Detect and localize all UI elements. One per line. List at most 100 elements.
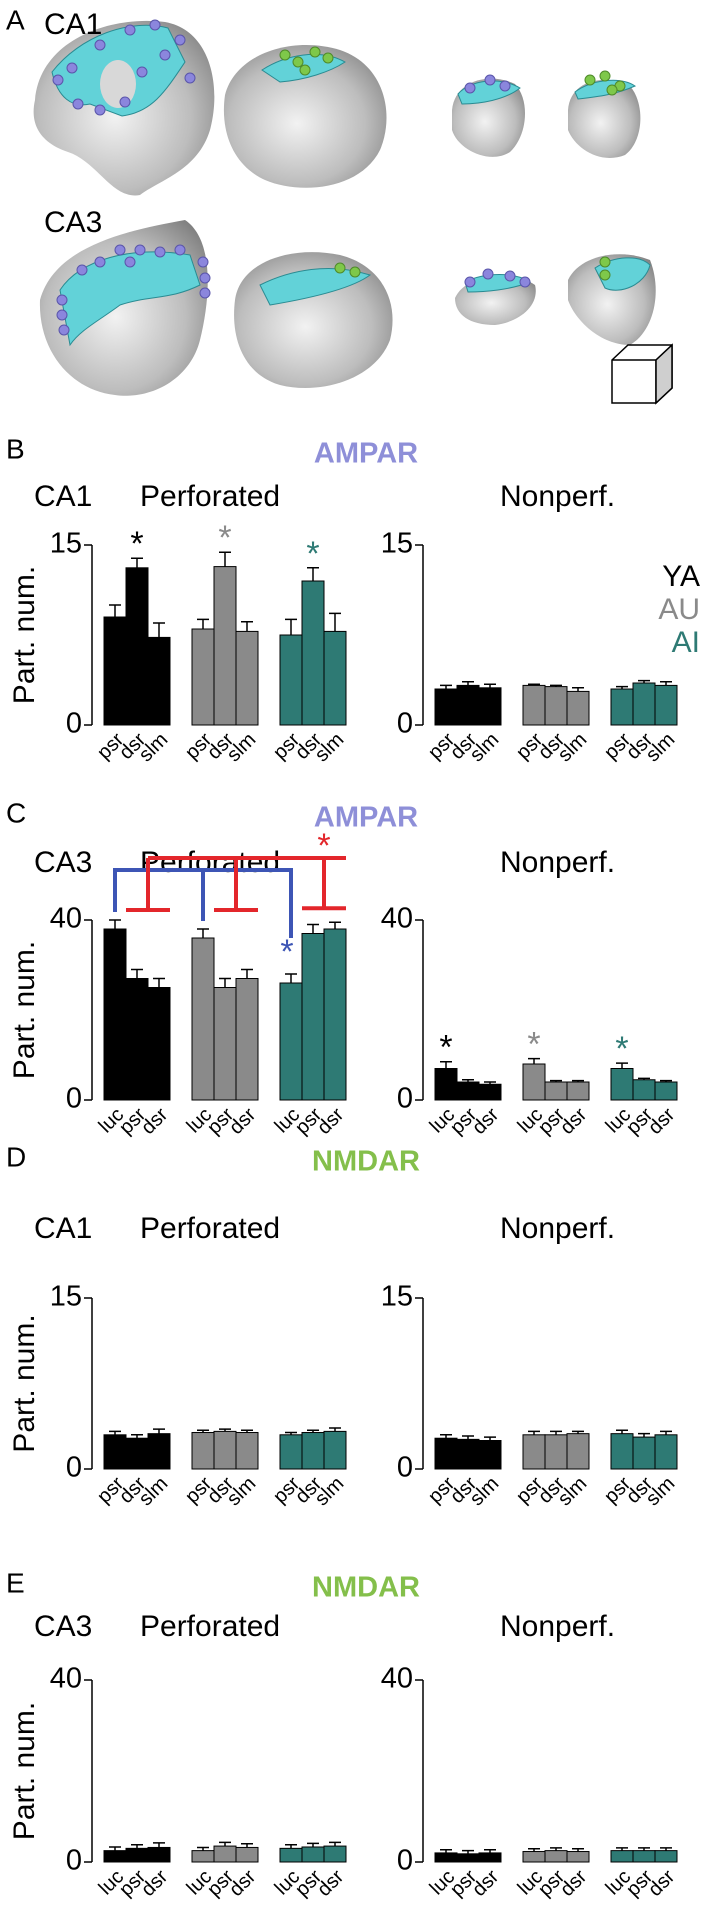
error-bar <box>329 1427 341 1432</box>
x-tick-label: dsr <box>556 1865 591 1900</box>
bar <box>434 1852 458 1863</box>
bar <box>323 630 347 726</box>
bar <box>632 682 656 726</box>
bar <box>456 1081 480 1101</box>
bar <box>125 978 149 1101</box>
bar <box>632 1079 656 1101</box>
bar <box>213 1430 237 1470</box>
region-label: CA3 <box>44 206 102 239</box>
bar <box>434 1437 458 1470</box>
bracket-star: * <box>280 933 293 971</box>
error-bar <box>219 1841 231 1847</box>
panel-label: A <box>6 4 25 35</box>
region-label: CA3 <box>34 846 92 879</box>
error-bar <box>528 1430 540 1435</box>
y-tick-label: 0 <box>397 1083 413 1115</box>
x-tick-label: dsr <box>468 1103 503 1138</box>
y-tick-label: 15 <box>381 1281 413 1313</box>
bar <box>456 1438 480 1470</box>
error-bar <box>329 612 341 632</box>
error-bar <box>638 1432 650 1438</box>
x-tick-label: slm <box>311 729 349 767</box>
x-tick-label: slm <box>223 729 261 767</box>
error-bar <box>197 1846 209 1851</box>
x-tick-label: slm <box>223 1473 261 1511</box>
error-bar <box>616 1429 628 1434</box>
bar <box>323 1845 347 1863</box>
bar <box>279 982 303 1101</box>
error-bar <box>462 1849 474 1854</box>
error-bar <box>153 1428 165 1434</box>
bar <box>103 1850 127 1863</box>
error-bar <box>484 1848 496 1853</box>
chart-title: Perforated <box>140 846 280 879</box>
bar <box>147 1846 171 1863</box>
error-bar <box>572 687 584 692</box>
error-bar <box>528 1057 540 1064</box>
x-tick-label: dsr <box>313 1865 348 1900</box>
error-bar <box>241 1843 253 1848</box>
significance-bracket <box>126 856 346 912</box>
error-bar <box>616 1062 628 1069</box>
error-bar <box>131 557 143 568</box>
legend-entry: YA <box>662 560 700 593</box>
error-bar <box>131 1434 143 1439</box>
region-label: CA3 <box>34 1610 92 1643</box>
bar <box>191 1850 215 1863</box>
y-tick-label: 0 <box>397 1845 413 1877</box>
bar <box>103 1434 127 1470</box>
error-bar <box>440 1848 452 1853</box>
x-tick-label: dsr <box>644 1103 679 1138</box>
error-bar <box>550 1430 562 1435</box>
receptor-title: AMPAR <box>314 802 418 834</box>
bar <box>544 686 568 726</box>
bar <box>103 928 127 1101</box>
bar <box>191 937 215 1101</box>
significance-bracket <box>113 868 293 938</box>
bar <box>125 1847 149 1863</box>
bar <box>478 1852 502 1863</box>
error-bar <box>109 1846 121 1851</box>
bar <box>323 928 347 1101</box>
error-bar <box>462 681 474 686</box>
error-bar <box>660 1430 672 1435</box>
bar <box>544 1850 568 1863</box>
y-tick-label: 0 <box>66 1845 82 1877</box>
error-bar <box>131 968 143 979</box>
significance-star: * <box>218 519 231 557</box>
bar <box>654 1081 678 1101</box>
bar <box>125 1437 149 1470</box>
bar <box>478 1440 502 1470</box>
bar <box>213 987 237 1101</box>
x-tick-label: slm <box>554 1473 592 1511</box>
x-tick-label: slm <box>642 729 680 767</box>
error-bar <box>285 1843 297 1849</box>
error-bar <box>462 1435 474 1440</box>
receptor-title: AMPAR <box>314 438 418 470</box>
bar <box>654 1850 678 1863</box>
bar <box>147 987 171 1101</box>
error-bar <box>153 977 165 988</box>
error-bar <box>307 923 319 934</box>
error-bar <box>307 1842 319 1847</box>
error-bar <box>109 919 121 929</box>
chart-title: Nonperf. <box>500 846 615 879</box>
error-bar <box>484 683 496 688</box>
region-label: CA1 <box>44 8 102 41</box>
y-tick-label: 40 <box>381 1663 413 1695</box>
y-axis-label: Part. num. <box>8 566 41 704</box>
chart-title: Perforated <box>140 480 280 513</box>
bar <box>301 1432 325 1470</box>
x-tick-label: dsr <box>644 1865 679 1900</box>
bar <box>632 1436 656 1470</box>
y-tick-label: 40 <box>381 903 413 935</box>
region-label: CA1 <box>34 480 92 513</box>
bar <box>522 1851 546 1863</box>
x-tick-label: slm <box>466 729 504 767</box>
bar <box>235 630 259 726</box>
y-tick-label: 0 <box>66 1083 82 1115</box>
y-axis-label: Part. num. <box>8 1314 41 1452</box>
y-tick-label: 15 <box>381 528 413 560</box>
error-bar <box>197 618 209 629</box>
bar <box>323 1430 347 1470</box>
